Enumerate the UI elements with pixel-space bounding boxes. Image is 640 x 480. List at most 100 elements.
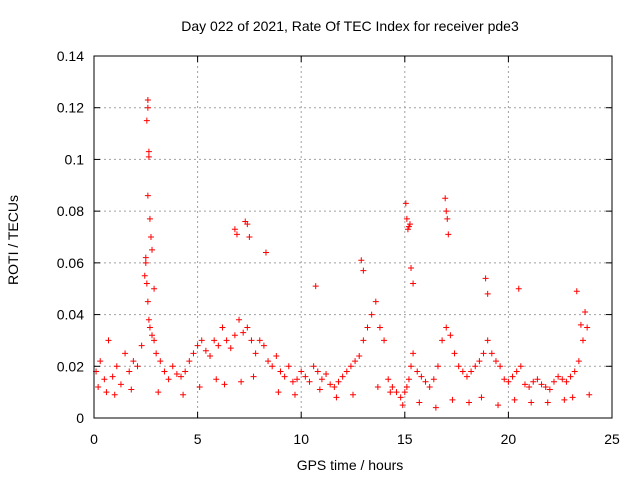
data-point: [246, 234, 253, 240]
data-point: [248, 337, 255, 344]
data-point: [416, 399, 423, 406]
data-point: [521, 381, 528, 388]
data-point: [101, 376, 108, 383]
y-tick-label: 0.04: [57, 307, 84, 323]
data-point: [269, 363, 276, 370]
data-point: [149, 246, 156, 253]
data-point: [484, 290, 491, 297]
y-axis-ticks: 0 0.02 0.04 0.06 0.08 0.1 0.12 0.14: [57, 48, 612, 426]
data-point: [146, 324, 153, 331]
data-point: [244, 324, 251, 331]
data-point: [372, 298, 379, 305]
x-tick-label: 20: [501, 431, 517, 447]
data-point: [455, 363, 462, 370]
chart-title: Day 022 of 2021, Rate Of TEC Index for r…: [181, 18, 519, 34]
data-point: [240, 329, 247, 336]
data-point: [141, 272, 148, 279]
data-point: [302, 373, 309, 380]
data-point: [138, 342, 145, 349]
data-point: [575, 358, 582, 365]
y-tick-label: 0.12: [57, 100, 84, 116]
data-point: [405, 223, 412, 230]
data-point: [223, 337, 230, 344]
data-point: [143, 117, 150, 124]
data-point: [563, 378, 570, 385]
data-point: [144, 104, 151, 111]
data-point: [285, 363, 292, 370]
data-point: [586, 391, 593, 398]
data-point: [401, 389, 408, 396]
plot-frame: [93, 55, 613, 419]
data-point: [289, 378, 296, 385]
data-point: [472, 363, 479, 370]
data-point: [405, 376, 412, 383]
data-point: [144, 96, 151, 103]
data-point: [410, 350, 417, 357]
data-point: [501, 376, 508, 383]
data-point: [128, 386, 135, 393]
data-point: [252, 350, 259, 357]
data-point: [497, 363, 504, 370]
data-point: [350, 391, 356, 398]
data-points: [93, 96, 593, 411]
data-point: [399, 402, 406, 409]
data-point: [144, 192, 151, 199]
data-point: [134, 363, 141, 370]
data-point: [482, 275, 489, 282]
data-point: [117, 381, 124, 388]
data-point: [147, 234, 154, 240]
data-point: [111, 391, 118, 398]
data-point: [582, 308, 589, 315]
data-point: [397, 394, 404, 401]
data-point: [238, 378, 245, 385]
data-point: [219, 324, 226, 331]
data-point: [190, 350, 197, 357]
data-point: [376, 324, 383, 331]
data-point: [180, 391, 187, 398]
data-point: [505, 378, 512, 385]
data-point: [439, 337, 446, 344]
data-point: [194, 342, 201, 349]
data-point: [584, 324, 591, 331]
data-point: [534, 376, 541, 383]
data-point: [109, 373, 116, 380]
data-point: [207, 352, 214, 359]
data-point: [511, 396, 518, 403]
data-point: [447, 332, 454, 339]
data-point: [360, 337, 367, 344]
data-point: [113, 363, 120, 370]
data-point: [385, 376, 392, 383]
data-point: [173, 371, 180, 378]
data-point: [408, 265, 415, 272]
data-point: [275, 389, 282, 396]
data-point: [244, 221, 251, 228]
data-point: [265, 358, 272, 365]
data-point: [546, 386, 553, 393]
data-point: [432, 404, 439, 411]
data-point: [310, 363, 317, 370]
data-point: [221, 381, 228, 388]
data-point: [151, 337, 158, 344]
data-point: [306, 378, 313, 385]
data-point: [231, 226, 238, 233]
data-point: [403, 383, 410, 390]
y-axis-label: ROTI / TECUs: [5, 195, 21, 285]
y-tick-label: 0.14: [57, 48, 84, 64]
data-point: [403, 215, 410, 222]
data-point: [169, 363, 176, 370]
data-point: [105, 337, 112, 344]
data-point: [103, 389, 110, 396]
data-point: [404, 226, 411, 233]
data-point: [443, 324, 450, 331]
data-point: [260, 342, 267, 349]
data-point: [434, 363, 441, 370]
data-point: [196, 383, 203, 390]
data-point: [579, 337, 586, 344]
data-point: [186, 358, 193, 365]
y-tick-label: 0.06: [57, 255, 84, 271]
data-point: [145, 153, 152, 160]
data-point: [550, 378, 557, 385]
data-point: [333, 394, 340, 401]
data-point: [298, 368, 305, 375]
data-point: [515, 285, 522, 292]
